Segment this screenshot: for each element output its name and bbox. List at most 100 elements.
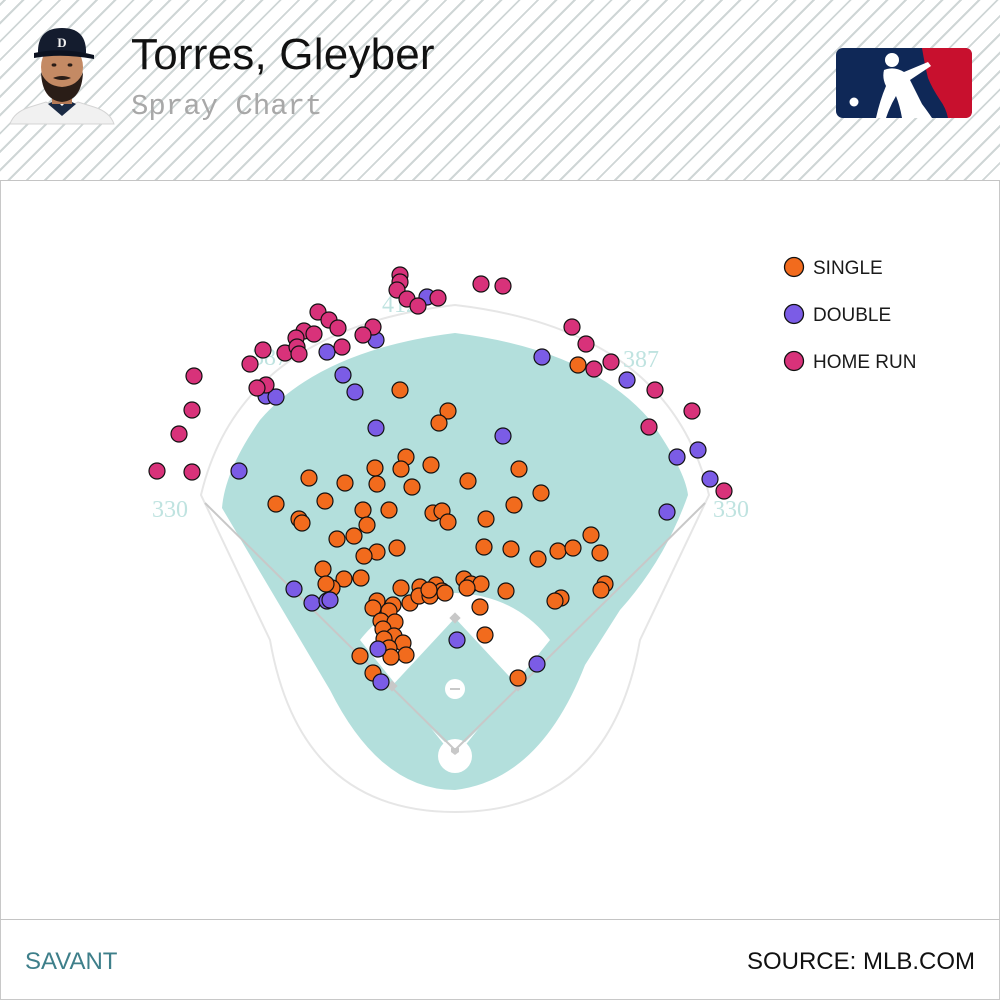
home-run-point (683, 402, 701, 420)
single-point (368, 475, 386, 493)
single-point (366, 459, 384, 477)
single-point (477, 510, 495, 528)
single-point (358, 516, 376, 534)
double-point (533, 348, 551, 366)
home-run-point (646, 381, 664, 399)
legend: SINGLE DOUBLE HOME RUN (783, 256, 916, 373)
single-point (529, 550, 547, 568)
legend-marker-double (783, 303, 805, 325)
single-point (391, 381, 409, 399)
home-run-point (148, 462, 166, 480)
fence-distance-right-center: 387 (623, 347, 659, 373)
home-run-point (640, 418, 658, 436)
home-run-point (183, 401, 201, 419)
single-point (502, 540, 520, 558)
single-point (267, 495, 285, 513)
footer: SAVANT SOURCE: MLB.COM (0, 919, 1000, 1001)
home-run-point (329, 319, 347, 337)
single-point (422, 456, 440, 474)
home-run-point (563, 318, 581, 336)
hit-points (148, 266, 733, 691)
single-point (430, 414, 448, 432)
double-point (321, 591, 339, 609)
legend-marker-home-run (783, 350, 805, 372)
series-home-run (148, 266, 733, 500)
double-point (334, 366, 352, 384)
outfield-grass (222, 333, 688, 790)
single-point (392, 460, 410, 478)
single-point (505, 496, 523, 514)
double-point (494, 427, 512, 445)
single-point (439, 402, 457, 420)
home-run-point (585, 360, 603, 378)
single-point (439, 513, 457, 531)
legend-label-double: DOUBLE (813, 305, 891, 326)
single-point (592, 581, 610, 599)
single-point (510, 460, 528, 478)
player-name: Torres, Gleyber (131, 30, 435, 79)
double-point (372, 673, 390, 691)
source-credit: SOURCE: MLB.COM (746, 948, 975, 975)
single-point (436, 584, 454, 602)
single-point (397, 646, 415, 664)
double-point (658, 503, 676, 521)
single-point (458, 579, 476, 597)
home-run-point (170, 425, 188, 443)
single-point (591, 544, 609, 562)
home-run-point (290, 345, 308, 363)
single-point (509, 669, 527, 687)
home-run-point (429, 289, 447, 307)
double-point (618, 371, 636, 389)
legend-label-single: SINGLE (813, 258, 883, 279)
legend-marker-single (783, 256, 805, 278)
home-run-point (305, 325, 323, 343)
single-point (471, 598, 489, 616)
double-point (346, 383, 364, 401)
home-run-point (333, 338, 351, 356)
home-run-point (183, 463, 201, 481)
single-point (403, 478, 421, 496)
double-point (448, 631, 466, 649)
home-run-point (354, 326, 372, 344)
home-run-point (185, 367, 203, 385)
single-point (352, 569, 370, 587)
left-foul-line (204, 502, 456, 751)
single-point (336, 474, 354, 492)
svg-text:D: D (57, 35, 66, 50)
double-point (285, 580, 303, 598)
single-point (314, 560, 332, 578)
single-point (351, 647, 369, 665)
pitchers-rubber (450, 688, 460, 690)
chart-subtitle: Spray Chart (131, 90, 323, 123)
single-point (380, 501, 398, 519)
single-point (300, 469, 318, 487)
single-point (328, 530, 346, 548)
single-point (497, 582, 515, 600)
double-point (689, 441, 707, 459)
home-run-point (494, 277, 512, 295)
single-point (459, 472, 477, 490)
double-point (230, 462, 248, 480)
home-run-point (241, 355, 259, 373)
second-base (449, 612, 461, 624)
single-point (564, 539, 582, 557)
single-point (335, 570, 353, 588)
home-run-point (409, 297, 427, 315)
double-point (367, 419, 385, 437)
fence-distance-left-line: 330 (152, 497, 188, 523)
home-plate-area (438, 739, 472, 773)
double-point (668, 448, 686, 466)
double-point (303, 594, 321, 612)
home-run-point (254, 341, 272, 359)
single-point (420, 581, 438, 599)
outer-track (199, 303, 711, 814)
single-point (569, 356, 587, 374)
home-run-point (472, 275, 490, 293)
single-point (293, 514, 311, 532)
ballpark (199, 303, 711, 814)
double-point (318, 343, 336, 361)
player-headshot: D (9, 28, 115, 125)
header: D Torres, Gleyber Spray Chart (0, 0, 1000, 181)
mlb-logo (836, 48, 972, 118)
home-run-point (577, 335, 595, 353)
